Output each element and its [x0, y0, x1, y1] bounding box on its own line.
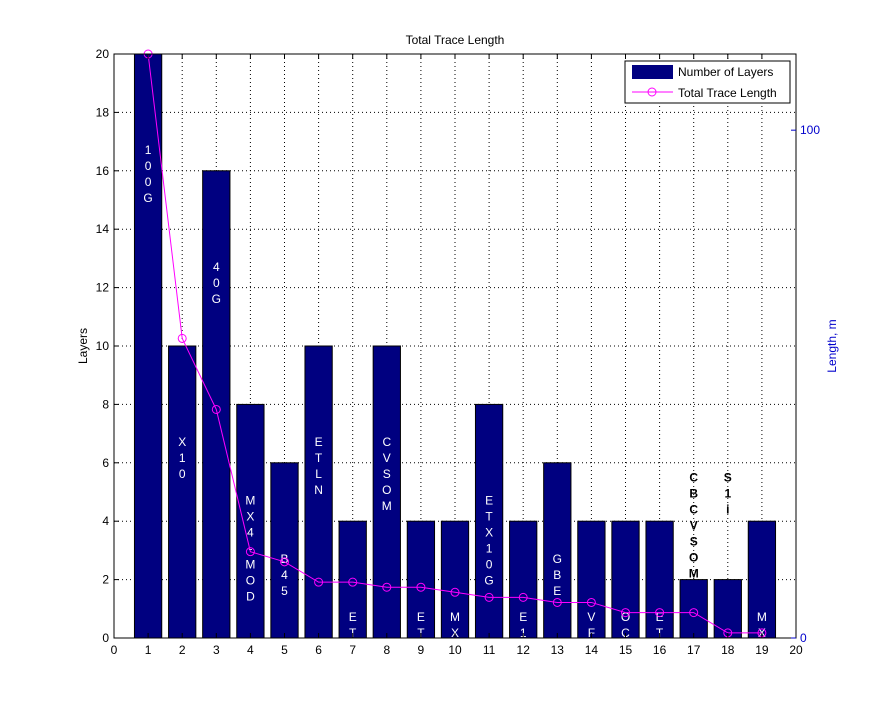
- trace-length-polyline: [147, 53, 762, 634]
- bar: [611, 520, 640, 639]
- bar: [577, 520, 606, 639]
- bar: [474, 403, 504, 639]
- line-point: [655, 608, 665, 618]
- line-point: [280, 557, 289, 567]
- bar: [270, 462, 299, 639]
- y2-axis-ticks: 0 100: [791, 123, 820, 645]
- bar: [338, 520, 367, 639]
- bar: [747, 520, 777, 639]
- y2-axis-label: Length, m: [825, 319, 839, 372]
- line-point: [586, 597, 596, 607]
- x-axis-ticks: 0 1 2 3 4 5 6 7 8 9 10 11 12 13 14 15 16 17 18 19 20: [111, 54, 803, 657]
- line-point: [211, 404, 221, 414]
- bar: [202, 170, 231, 639]
- y-tick-label: 2: [102, 573, 109, 587]
- y-tick-label: 6: [102, 456, 109, 470]
- x-tick-label: 0: [111, 643, 118, 657]
- x-tick-label: 10: [448, 643, 462, 657]
- x-tick-label: 3: [213, 643, 220, 657]
- y-tick-label: 14: [96, 222, 110, 236]
- bar: [509, 520, 538, 639]
- x-tick-label: 5: [281, 643, 288, 657]
- line-point: [689, 608, 699, 618]
- bar-label: ETNS: [417, 610, 426, 672]
- y2-tick-label: 0: [800, 631, 807, 645]
- bar-label: M X 4 -M O D: [245, 493, 255, 603]
- x-tick-label: 2: [179, 643, 186, 657]
- bars: [133, 53, 777, 639]
- line-point: [314, 577, 324, 587]
- x-tick-label: 9: [418, 643, 425, 657]
- bar-labels: 100GX1040GMX4-MODB45ETLNETNCVSOMETNSMX4M…: [143, 143, 768, 718]
- x-tick-label: 8: [383, 643, 390, 657]
- y-tick-label: 20: [96, 47, 110, 61]
- bar: [543, 462, 572, 639]
- bar: [645, 520, 674, 639]
- line-point: [450, 587, 460, 597]
- bar: [304, 345, 333, 639]
- bar-label: E1-4: [519, 610, 527, 672]
- line-point: [382, 582, 392, 592]
- x-tick-label: 14: [585, 643, 599, 657]
- y-tick-label: 4: [102, 514, 109, 528]
- line-point: [245, 547, 255, 557]
- x-tick-label: 6: [315, 643, 322, 657]
- line-point: [348, 577, 358, 587]
- y-tick-label: 0: [102, 631, 109, 645]
- bar: [440, 520, 470, 639]
- legend-bar-swatch: [632, 65, 673, 79]
- x-tick-label: 11: [483, 643, 496, 657]
- x-tick-label: 16: [653, 643, 667, 657]
- bar: [713, 579, 742, 639]
- bar: [168, 345, 197, 639]
- y-axis-ticks: 0 2 4 6 8 10 12 14 16 18 20: [96, 47, 119, 645]
- legend-bar-label: Number of Layers: [678, 65, 773, 79]
- legend: Number of Layers Total Trace Length: [624, 60, 791, 104]
- bar: [236, 403, 265, 639]
- y2-tick-label: 100: [800, 123, 820, 137]
- y-axis-label: Layers: [76, 328, 90, 364]
- line-point: [484, 592, 494, 602]
- legend-line-label: Total Trace Length: [678, 86, 777, 100]
- chart-title: Total Trace Length: [406, 33, 505, 47]
- x-tick-label: 20: [789, 643, 803, 657]
- y-tick-label: 10: [96, 339, 110, 353]
- line-point: [177, 333, 187, 343]
- bar: [372, 345, 401, 639]
- bar: [133, 53, 163, 639]
- x-tick-label: 18: [721, 643, 735, 657]
- y-tick-label: 18: [96, 105, 110, 119]
- y-tick-label: 12: [96, 281, 110, 295]
- x-tick-label: 19: [755, 643, 769, 657]
- bar: [406, 520, 436, 639]
- line-point: [416, 582, 426, 592]
- line-point: [621, 608, 630, 618]
- line-point: [518, 592, 528, 602]
- x-tick-label: 1: [145, 643, 152, 657]
- line-point: [552, 597, 562, 607]
- x-tick-label: 17: [687, 643, 701, 657]
- x-tick-label: 7: [349, 643, 356, 657]
- y-tick-label: 16: [96, 164, 110, 178]
- x-tick-label: 13: [551, 643, 565, 657]
- legend-line-marker: [647, 87, 657, 97]
- x-tick-label: 4: [247, 643, 254, 657]
- x-tick-label: 15: [619, 643, 633, 657]
- y-tick-label: 8: [102, 397, 109, 411]
- x-tick-label: 12: [517, 643, 531, 657]
